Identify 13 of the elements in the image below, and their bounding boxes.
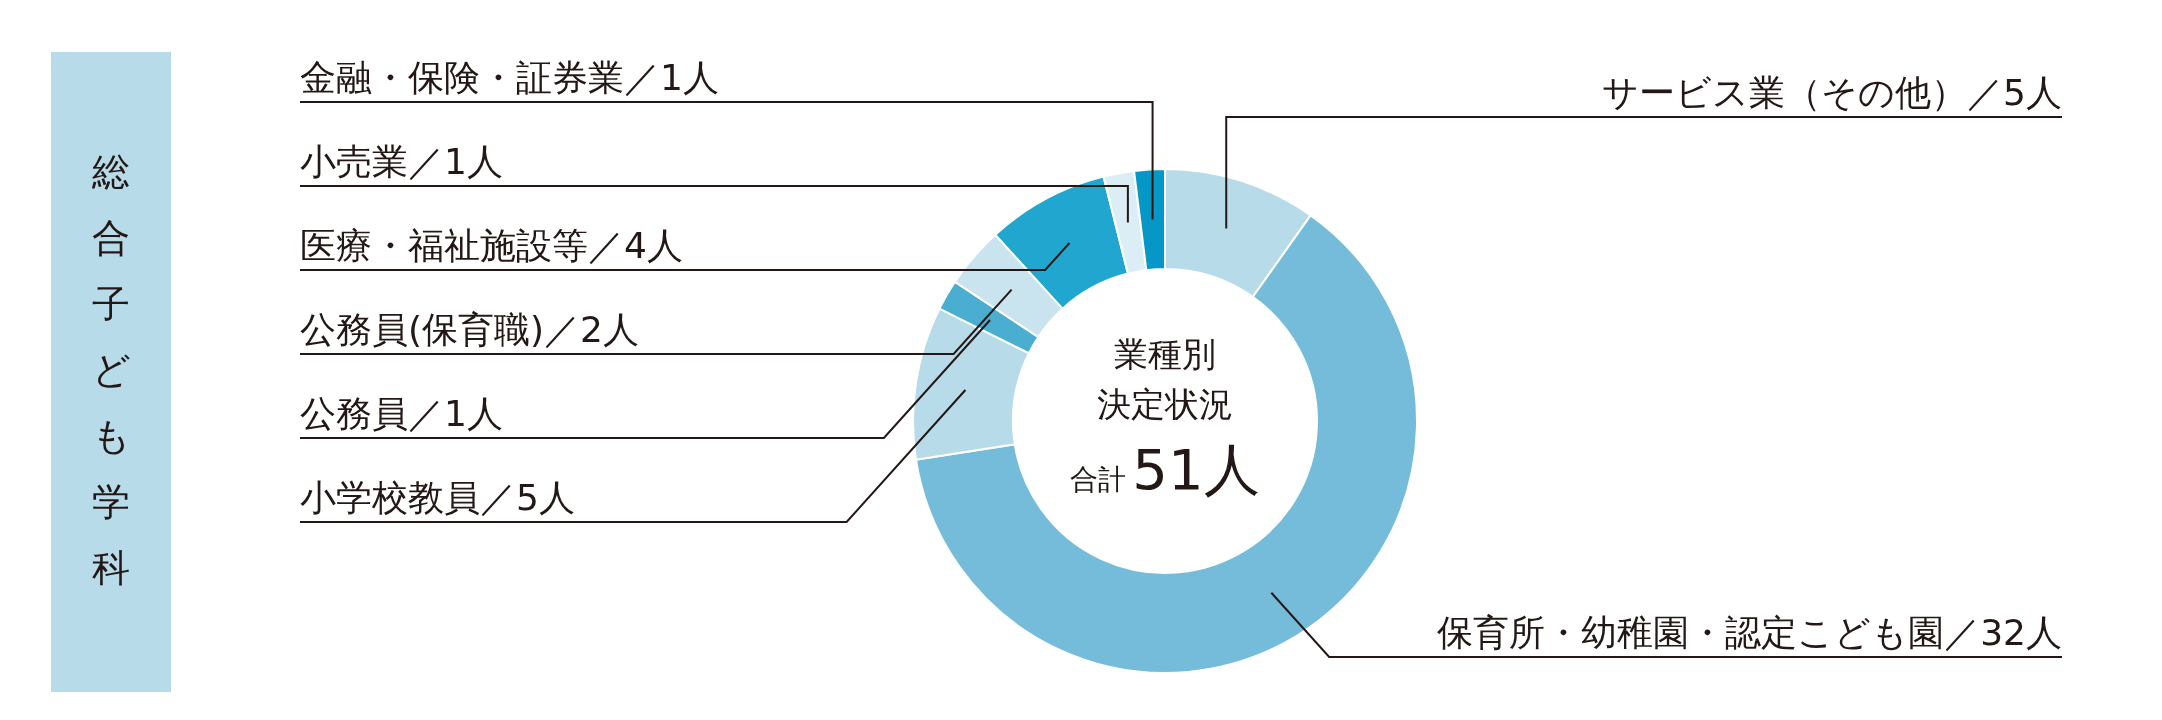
slice-label: 医療・福祉施設等／4人 xyxy=(300,225,683,266)
slice-label: 保育所・幼稚園・認定こども園／32人 xyxy=(1437,612,2062,653)
slice-label: 小学校教員／5人 xyxy=(300,477,575,518)
text: 51人 xyxy=(1132,437,1260,502)
slice-label: 小売業／1人 xyxy=(300,141,503,182)
slice-label: 公務員(保育職)／2人 xyxy=(300,309,639,350)
slice-label: 金融・保険・証券業／1人 xyxy=(300,57,719,98)
text: 合計 xyxy=(1070,463,1127,496)
text: 総合子ども学科 xyxy=(91,149,131,590)
slice-label: サービス業（その他）／5人 xyxy=(1602,72,2062,113)
text: 決定状況 xyxy=(1097,384,1233,424)
slice-label: 公務員／1人 xyxy=(300,393,503,434)
text: 業種別 xyxy=(1114,334,1216,374)
